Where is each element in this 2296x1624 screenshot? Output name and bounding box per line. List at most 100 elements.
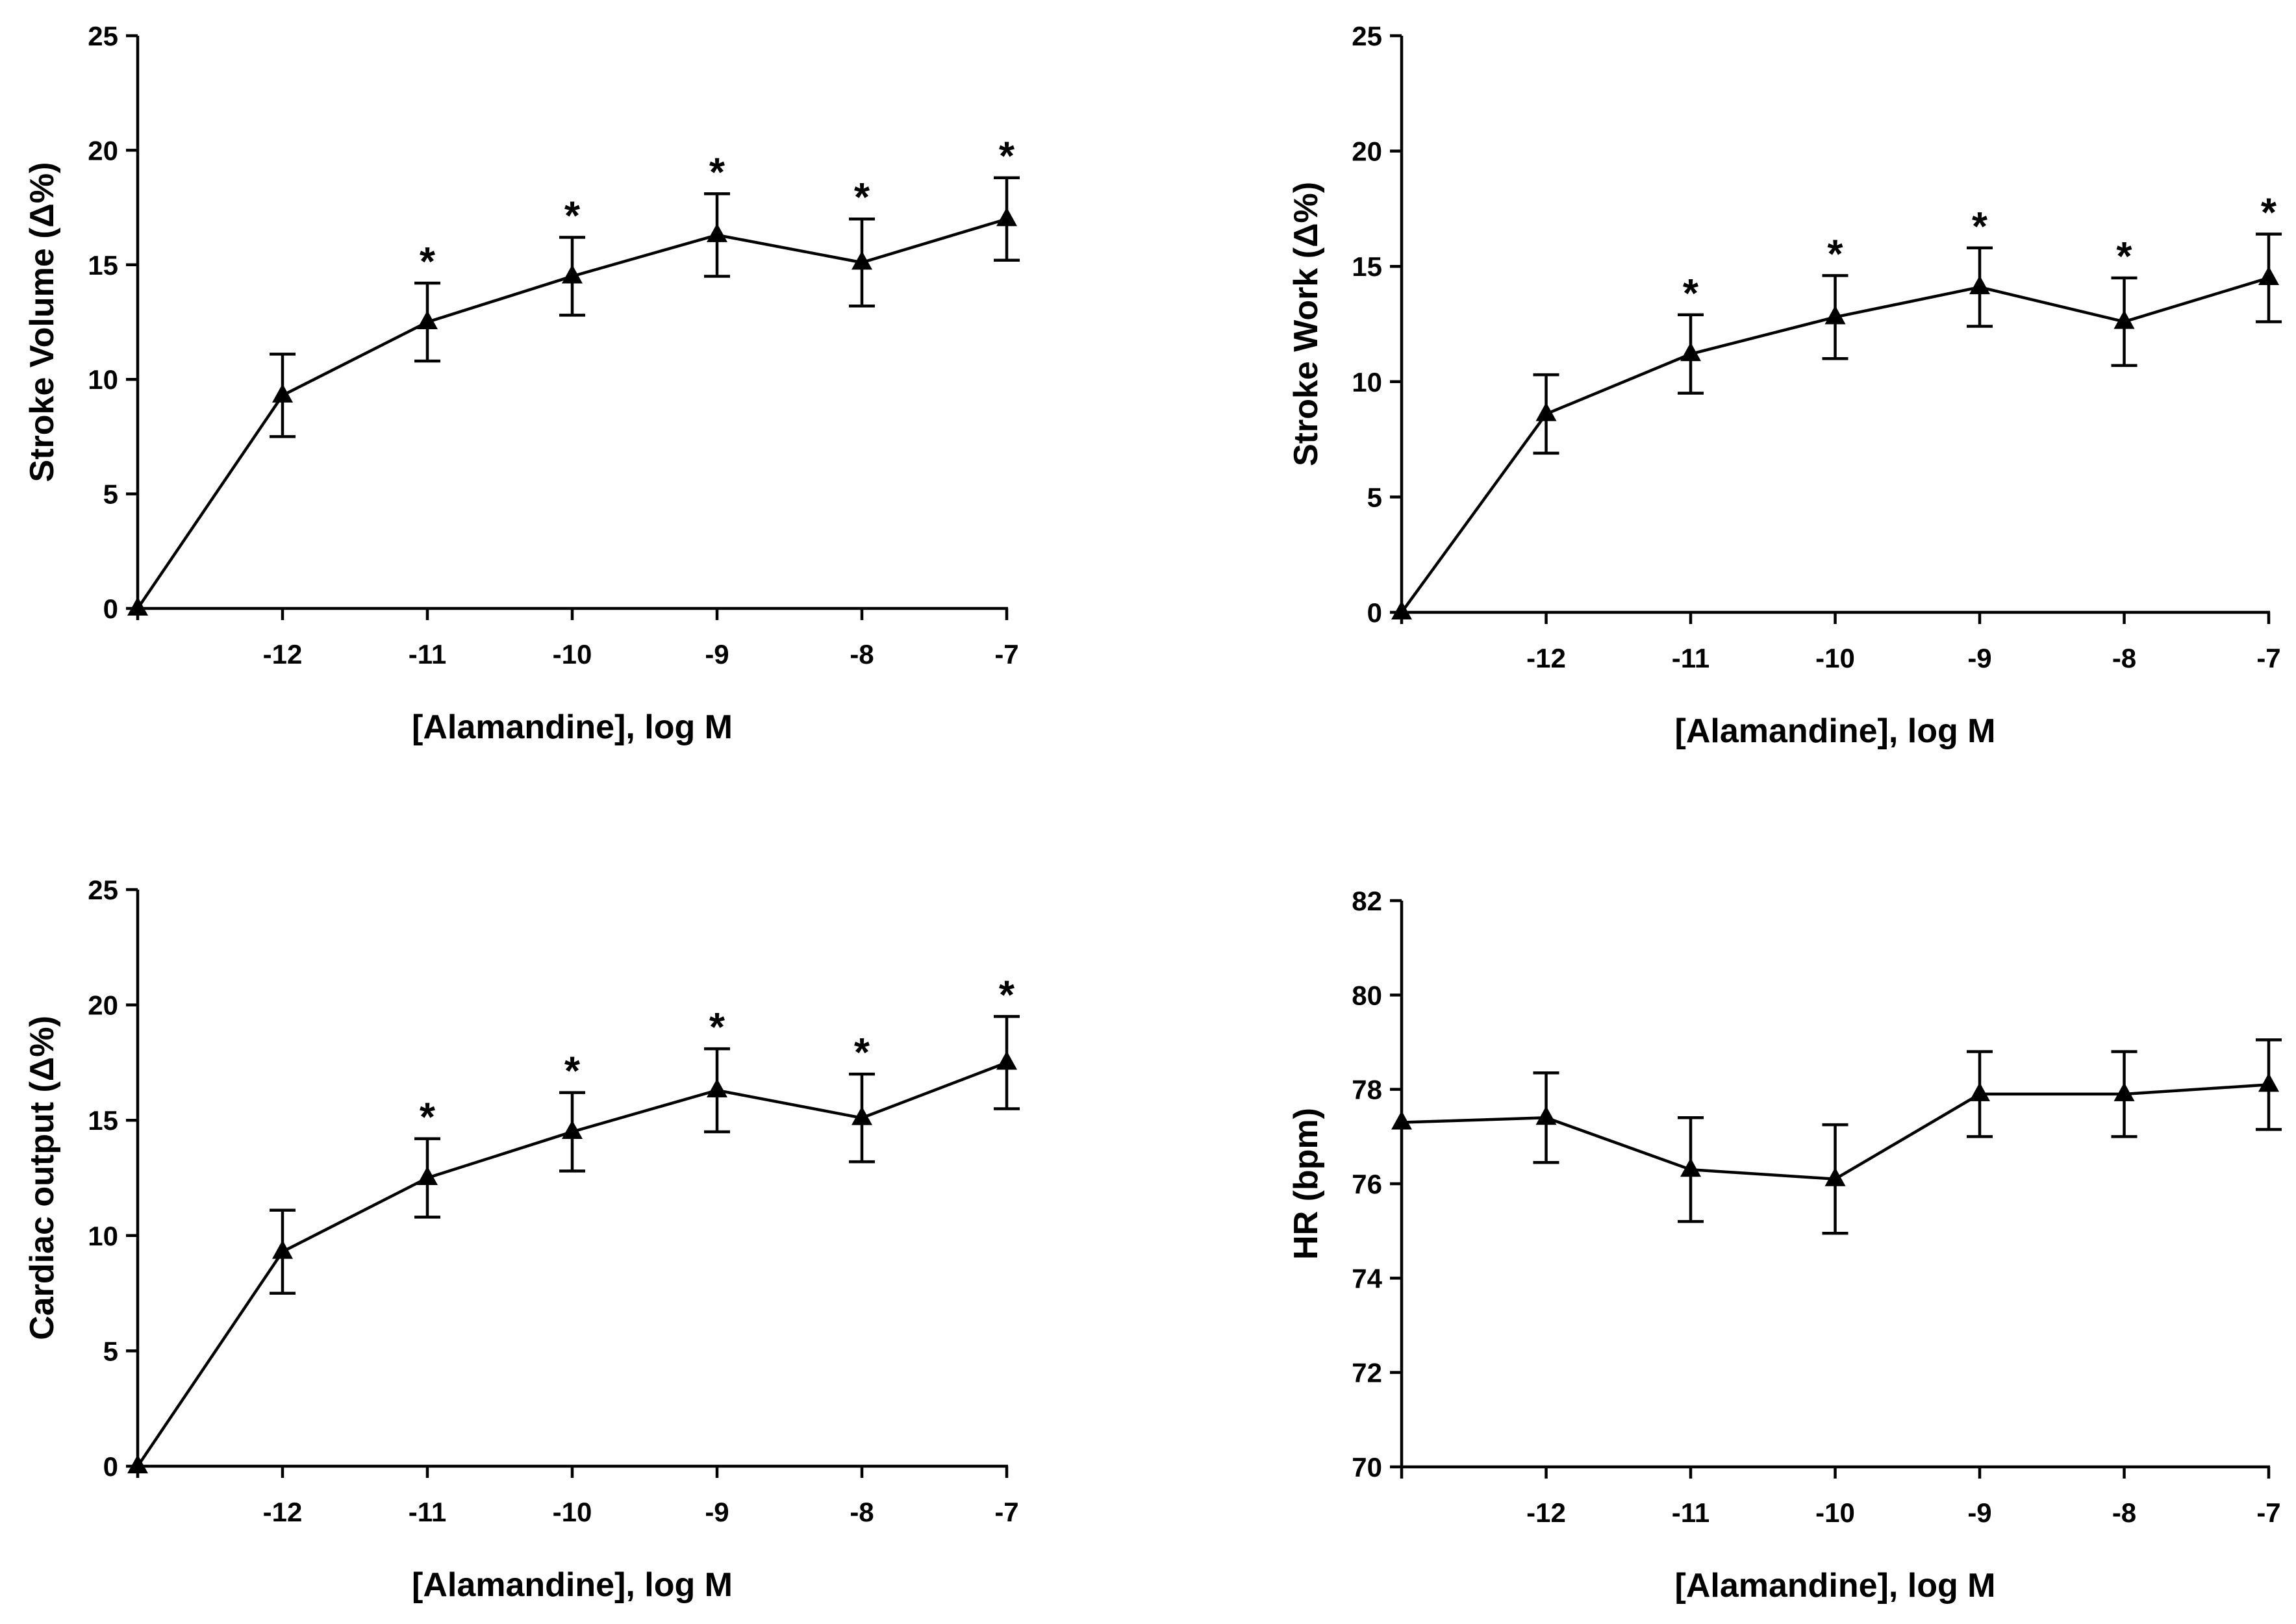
- significance-marker: *: [709, 1005, 725, 1050]
- x-tick-label: -12: [263, 639, 303, 669]
- y-tick-label: 74: [1352, 1263, 1382, 1293]
- data-point: [2113, 1082, 2135, 1101]
- significance-marker: *: [1683, 271, 1699, 316]
- y-tick-label: 15: [88, 250, 118, 281]
- x-tick-label: -8: [2112, 643, 2136, 673]
- y-tick-label: 10: [1352, 367, 1382, 397]
- significance-marker: *: [999, 973, 1015, 1018]
- y-tick-label: 80: [1352, 980, 1382, 1010]
- data-point: [2258, 266, 2279, 285]
- data-point: [996, 1051, 1017, 1070]
- y-tick-label: 72: [1352, 1358, 1382, 1388]
- x-tick-label: -7: [994, 1497, 1018, 1527]
- heart-rate-chart: 70 72 74 76 78 80 82 -12 -11 -10 -9 -8 -7 [Alamandine…: [1287, 886, 2282, 1605]
- y-tick-label: 25: [88, 21, 118, 51]
- y-tick-label: 20: [88, 990, 118, 1021]
- x-tick-label: -8: [850, 639, 874, 669]
- x-axis-title: [Alamandine], log M: [1675, 712, 1996, 750]
- data-point: [1969, 1082, 1990, 1101]
- y-tick-label: 10: [88, 1221, 118, 1251]
- significance-marker: *: [1972, 205, 1988, 249]
- x-tick-label: -11: [1672, 643, 1709, 673]
- significance-marker: *: [564, 194, 581, 238]
- x-tick-label: -8: [850, 1497, 874, 1527]
- data-point: [1824, 305, 1846, 325]
- x-tick-label: -10: [1815, 643, 1855, 673]
- y-tick-label: 5: [103, 1336, 118, 1366]
- x-tick-label: -9: [1967, 1497, 1991, 1528]
- y-axis-title: Stroke Volume (Δ%): [23, 162, 61, 482]
- x-tick-label: -7: [2256, 1497, 2280, 1528]
- y-tick-label: 20: [88, 135, 118, 166]
- data-point: [2113, 310, 2135, 329]
- data-point: [707, 223, 727, 242]
- significance-marker: *: [854, 1031, 870, 1075]
- y-tick-label: 0: [103, 593, 118, 624]
- stroke-work-chart: 0 5 10 15 20 25 -12 -11 -10 -9 -8 -7 [Alamandine], l…: [1287, 21, 2282, 750]
- significance-marker: *: [709, 150, 725, 195]
- y-tick-label: 15: [1352, 251, 1382, 282]
- x-tick-label: -11: [409, 1497, 446, 1527]
- data-point: [1680, 1158, 1701, 1177]
- y-tick-label: 25: [1352, 21, 1382, 51]
- data-point: [1391, 601, 1412, 619]
- data-point: [272, 383, 293, 403]
- significance-marker: *: [2261, 190, 2277, 235]
- x-tick-label: -12: [1526, 1497, 1566, 1528]
- x-tick-label: -10: [553, 1497, 592, 1527]
- y-tick-label: 25: [88, 875, 118, 905]
- y-tick-label: 5: [103, 479, 118, 510]
- cardiac-output-chart: 0 5 10 15 20 25 -12 -11 -10 -9 -8 -7 [Alamandine], l…: [23, 875, 1020, 1604]
- x-tick-label: -9: [705, 1497, 729, 1527]
- data-point: [1824, 1167, 1846, 1186]
- x-tick-label: -12: [1526, 643, 1566, 673]
- data-point: [1391, 1110, 1412, 1130]
- x-tick-label: -9: [1967, 643, 1991, 673]
- data-point: [272, 1240, 293, 1259]
- significance-marker: *: [420, 240, 436, 284]
- x-tick-label: -8: [2112, 1497, 2136, 1528]
- x-tick-label: -7: [2256, 643, 2280, 673]
- x-tick-label: -9: [705, 639, 729, 669]
- y-tick-label: 20: [1352, 136, 1382, 167]
- data-point: [127, 1455, 148, 1473]
- data-point: [562, 1119, 583, 1139]
- data-point: [417, 1166, 438, 1185]
- y-tick-label: 15: [88, 1105, 118, 1136]
- y-tick-label: 5: [1367, 482, 1382, 512]
- x-tick-label: -10: [1815, 1497, 1855, 1528]
- significance-marker: *: [420, 1095, 436, 1140]
- x-tick-label: -11: [1672, 1497, 1709, 1528]
- significance-marker: *: [564, 1049, 581, 1094]
- stroke-volume-chart: 0 5 10 15 20 25 -12 -11 -10 -9 -8 -7 [Alamandine], l…: [23, 21, 1020, 746]
- significance-marker: *: [854, 175, 870, 220]
- data-point: [1535, 1106, 1557, 1125]
- y-tick-label: 70: [1352, 1452, 1382, 1482]
- significance-marker: *: [2116, 234, 2132, 279]
- data-point: [2258, 1073, 2279, 1092]
- x-tick-label: -11: [409, 639, 446, 669]
- y-tick-label: 0: [1367, 597, 1382, 628]
- x-tick-label: -12: [263, 1497, 303, 1527]
- y-tick-label: 82: [1352, 886, 1382, 916]
- x-axis-title: [Alamandine], log M: [412, 1566, 733, 1604]
- x-axis-title: [Alamandine], log M: [1675, 1567, 1996, 1605]
- y-tick-label: 78: [1352, 1075, 1382, 1105]
- y-tick-label: 10: [88, 364, 118, 395]
- data-point: [852, 1106, 872, 1125]
- y-tick-label: 0: [103, 1451, 118, 1482]
- x-tick-label: -10: [553, 639, 592, 669]
- y-axis-title: HR (bpm): [1287, 1108, 1325, 1260]
- data-point: [852, 251, 872, 270]
- y-tick-label: 76: [1352, 1169, 1382, 1199]
- x-axis-title: [Alamandine], log M: [412, 708, 733, 746]
- y-axis-title: Cardiac output (Δ%): [23, 1016, 61, 1340]
- y-axis-title: Stroke Work (Δ%): [1287, 182, 1325, 466]
- significance-marker: *: [999, 134, 1015, 179]
- data-point: [1969, 275, 1990, 295]
- data-point: [417, 310, 438, 329]
- data-point: [127, 597, 148, 616]
- data-point: [996, 207, 1017, 227]
- x-tick-label: -7: [994, 639, 1018, 669]
- data-point: [1680, 342, 1701, 362]
